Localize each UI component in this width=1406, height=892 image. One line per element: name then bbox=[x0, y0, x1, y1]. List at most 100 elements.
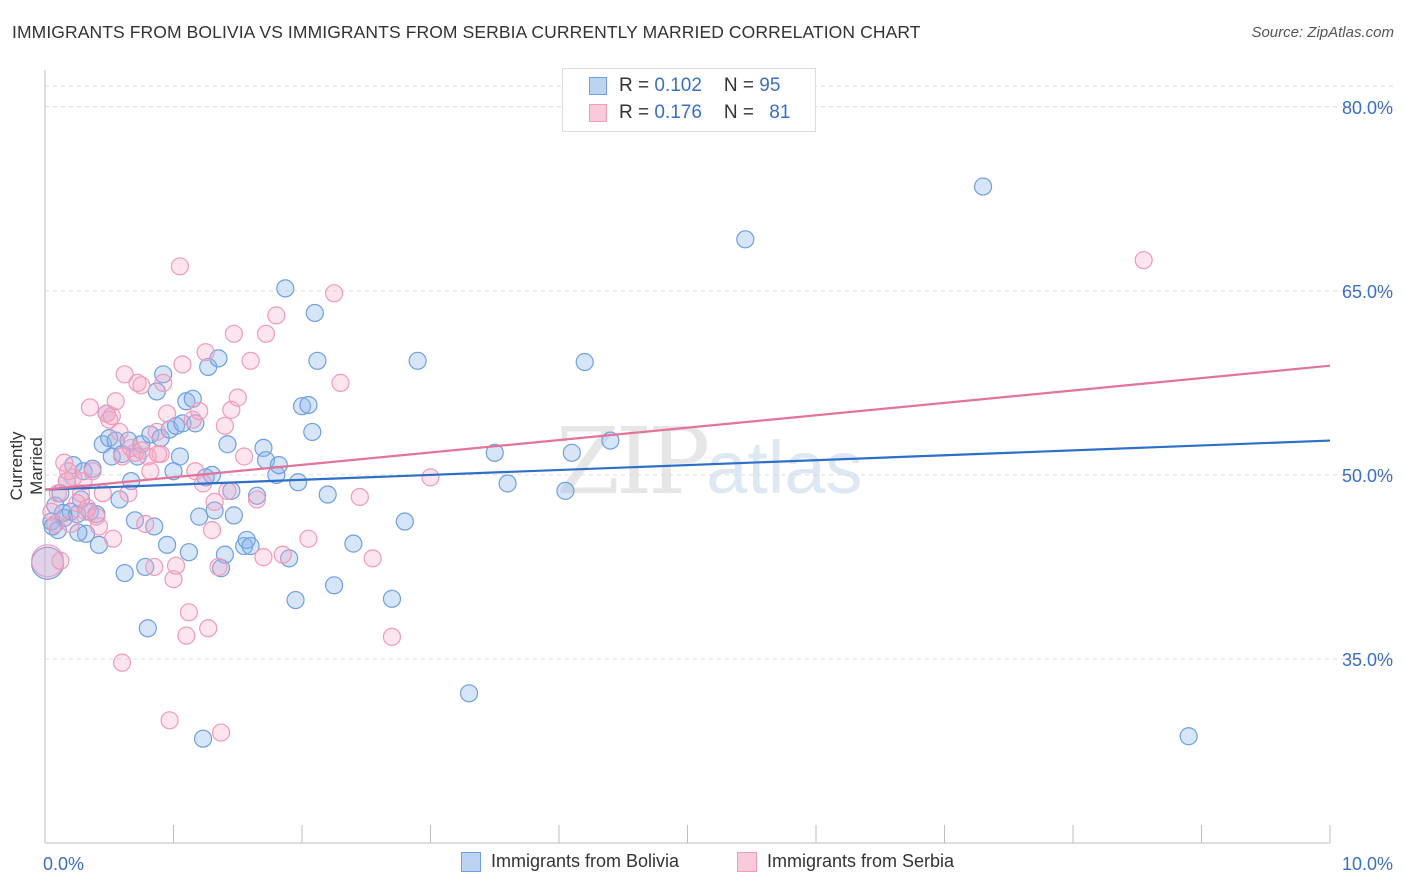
y-tick-label: 80.0% bbox=[1342, 98, 1393, 118]
bolivia-point bbox=[190, 507, 209, 526]
bottom-legend-label: Immigrants from Bolivia bbox=[491, 851, 680, 871]
y-axis-label: Currently Married bbox=[7, 431, 46, 501]
serbia-point bbox=[173, 355, 192, 374]
serbia-point bbox=[164, 570, 183, 589]
bolivia-point bbox=[299, 395, 318, 415]
legend-n-value: 81 bbox=[769, 102, 791, 123]
watermark-atlas: atlas bbox=[706, 426, 863, 509]
serbia-point bbox=[78, 498, 97, 518]
bolivia-point bbox=[269, 455, 288, 475]
x-tick-label: 0.0% bbox=[43, 854, 84, 874]
bolivia-swatch-icon bbox=[461, 851, 481, 872]
y-tick-label: 65.0% bbox=[1342, 282, 1393, 302]
serbia-point bbox=[154, 373, 173, 392]
serbia-point bbox=[241, 351, 260, 370]
legend-r-label: R = bbox=[619, 75, 655, 96]
serbia-point bbox=[382, 627, 402, 646]
source-label: Source: ZipAtlas.com bbox=[1251, 24, 1394, 41]
bottom-legend-bolivia: Immigrants from Bolivia bbox=[461, 851, 679, 872]
serbia-point bbox=[211, 723, 231, 742]
bolivia-point bbox=[286, 590, 305, 610]
serbia-point bbox=[196, 343, 215, 362]
bolivia-point bbox=[179, 543, 199, 562]
serbia-point bbox=[119, 484, 138, 503]
bolivia-point bbox=[292, 397, 312, 416]
bolivia-swatch-icon bbox=[589, 77, 607, 95]
serbia-point bbox=[267, 306, 286, 325]
legend-row-serbia: R = 0.176 N = 81 bbox=[589, 101, 790, 125]
bolivia-point bbox=[485, 443, 504, 462]
correlation-legend: R = 0.102 N = 95 R = 0.176 N = 81 bbox=[562, 68, 816, 132]
serbia-point bbox=[148, 444, 168, 464]
bottom-legend-serbia: Immigrants from Serbia bbox=[737, 851, 954, 872]
serbia-point bbox=[218, 481, 237, 500]
bolivia-trend-line bbox=[44, 439, 1331, 491]
serbia-point bbox=[273, 545, 292, 564]
bolivia-point bbox=[193, 729, 213, 748]
legend-n-value: 95 bbox=[759, 75, 781, 96]
serbia-point bbox=[141, 462, 160, 481]
serbia-point bbox=[247, 490, 267, 509]
legend-n-label: N = bbox=[723, 102, 760, 123]
serbia-point bbox=[132, 376, 151, 395]
bolivia-point bbox=[289, 473, 308, 492]
serbia-point bbox=[80, 398, 100, 417]
serbia-point bbox=[421, 468, 440, 487]
serbia-point bbox=[170, 257, 190, 276]
bolivia-point bbox=[325, 576, 344, 595]
legend-r-value: 0.102 bbox=[654, 75, 702, 96]
serbia-point bbox=[102, 406, 121, 426]
bolivia-point bbox=[382, 589, 402, 608]
serbia-swatch-icon bbox=[737, 851, 757, 872]
bolivia-point bbox=[43, 517, 62, 536]
serbia-point bbox=[224, 324, 243, 343]
serbia-point bbox=[325, 284, 344, 303]
bolivia-point bbox=[173, 414, 192, 433]
serbia-point bbox=[147, 422, 166, 442]
bolivia-point bbox=[110, 490, 129, 509]
serbia-point bbox=[256, 324, 276, 343]
bolivia-point bbox=[115, 563, 134, 583]
bolivia-point bbox=[562, 443, 581, 462]
serbia-point bbox=[89, 517, 109, 536]
serbia-point bbox=[363, 549, 382, 568]
bolivia-point bbox=[395, 512, 414, 531]
serbia-point bbox=[199, 619, 218, 638]
serbia-point bbox=[350, 487, 369, 507]
serbia-point bbox=[157, 404, 177, 423]
bolivia-point bbox=[556, 481, 575, 500]
bolivia-point bbox=[305, 303, 324, 323]
serbia-point bbox=[51, 551, 70, 570]
legend-row-bolivia: R = 0.102 N = 95 bbox=[589, 74, 780, 98]
bolivia-point bbox=[125, 511, 145, 530]
serbia-point bbox=[136, 514, 155, 534]
serbia-point bbox=[166, 556, 186, 575]
bolivia-point bbox=[157, 535, 177, 554]
bolivia-point bbox=[241, 536, 260, 556]
serbia-point bbox=[110, 422, 129, 442]
chart-title: IMMIGRANTS FROM BOLIVIA VS IMMIGRANTS FR… bbox=[12, 22, 921, 42]
bolivia-point bbox=[218, 435, 237, 454]
serbia-point bbox=[215, 416, 234, 435]
serbia-point bbox=[254, 548, 273, 567]
serbia-point bbox=[299, 529, 318, 548]
serbia-point bbox=[177, 626, 196, 645]
serbia-point bbox=[190, 402, 209, 421]
serbia-point bbox=[46, 514, 65, 534]
legend-r-label: R = bbox=[619, 102, 655, 123]
bolivia-point bbox=[308, 351, 327, 370]
bolivia-point bbox=[318, 485, 337, 504]
bolivia-point bbox=[575, 352, 594, 372]
serbia-trend-line bbox=[44, 364, 1331, 491]
serbia-point bbox=[115, 365, 134, 384]
bolivia-point bbox=[459, 684, 479, 703]
bolivia-point bbox=[408, 351, 427, 370]
bolivia-point bbox=[736, 230, 755, 249]
bolivia-point bbox=[498, 474, 517, 493]
serbia-point bbox=[30, 544, 65, 578]
bolivia-point bbox=[344, 534, 363, 553]
serbia-point bbox=[145, 557, 164, 577]
bolivia-point bbox=[138, 619, 157, 638]
bolivia-point bbox=[170, 447, 190, 466]
serbia-point bbox=[205, 492, 224, 511]
